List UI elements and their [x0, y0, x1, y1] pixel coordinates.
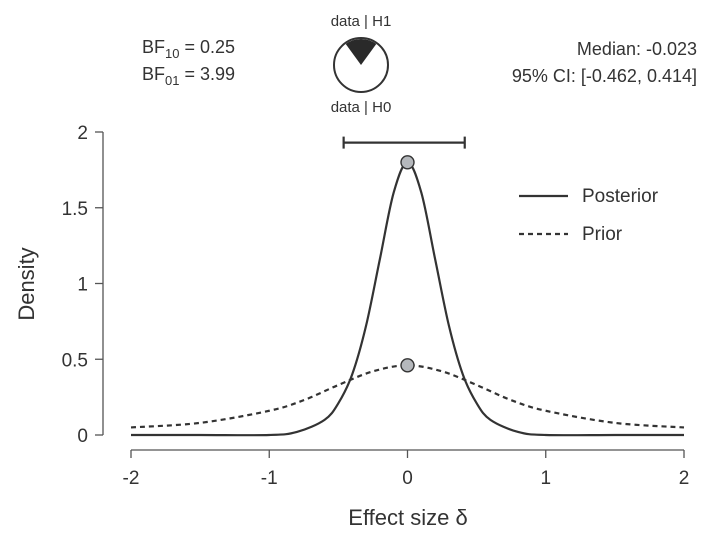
series-line-prior — [130, 364, 685, 429]
y-tick-label: 2 — [77, 123, 88, 144]
legend-label-posterior: Posterior — [582, 186, 659, 207]
bf01-stat: BF01 = 3.99 — [142, 64, 235, 88]
x-tick-label: 2 — [679, 468, 690, 489]
point-markers — [400, 155, 415, 373]
x-axis-ticks: -2 -1 0 1 2 — [123, 450, 690, 489]
pie-slice-h1 — [345, 39, 377, 65]
x-axis-title: Effect size δ — [348, 505, 467, 530]
x-tick-label: 0 — [402, 468, 413, 489]
y-tick-label: 0.5 — [62, 350, 88, 371]
x-tick-label: 1 — [540, 468, 551, 489]
y-tick-label: 0 — [77, 426, 88, 447]
y-tick-label: 1 — [77, 275, 88, 296]
pie-label-h0: data | H0 — [331, 99, 392, 116]
y-axis-ticks: 0 0.5 1 1.5 2 — [62, 123, 103, 447]
pie-label-h1: data | H1 — [331, 13, 392, 30]
y-tick-label: 1.5 — [62, 199, 88, 220]
bf10-stat: BF10 = 0.25 — [142, 37, 235, 61]
legend: Posterior Prior — [519, 186, 659, 245]
legend-label-prior: Prior — [582, 224, 623, 245]
ci-stat: 95% CI: [-0.462, 0.414] — [512, 66, 697, 86]
x-tick-label: -2 — [123, 468, 140, 489]
credible-interval-bar — [342, 136, 466, 149]
y-axis-title: Density — [14, 247, 39, 320]
x-tick-label: -1 — [261, 468, 278, 489]
point-prior — [400, 358, 415, 373]
point-posterior — [400, 155, 415, 170]
median-stat: Median: -0.023 — [577, 39, 697, 59]
